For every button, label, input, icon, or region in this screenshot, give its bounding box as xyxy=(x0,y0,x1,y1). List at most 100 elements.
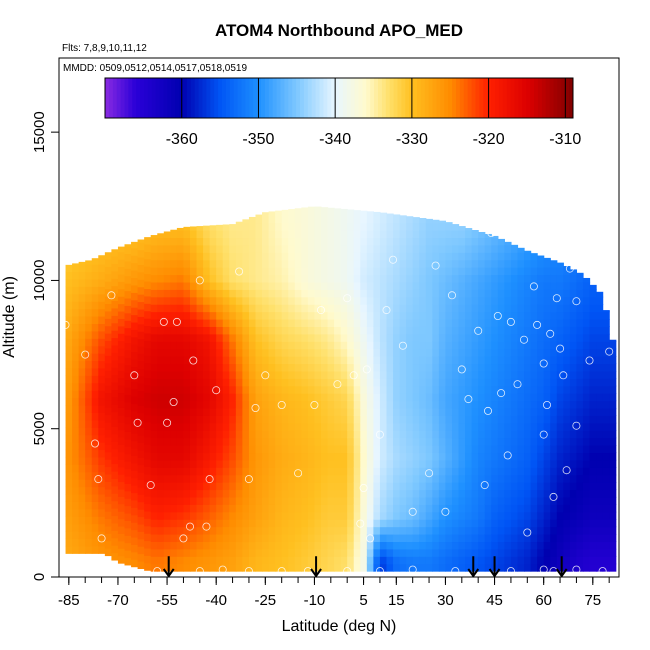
heatmap-cell-1560 xyxy=(288,422,296,431)
heatmap-cell-2412 xyxy=(399,311,407,320)
heatmap-cell-850 xyxy=(189,363,198,372)
heatmap-cell-1419 xyxy=(268,378,276,387)
heatmap-cell-435 xyxy=(131,373,139,382)
heatmap-cell-2043 xyxy=(353,504,361,513)
heatmap-cell-2128 xyxy=(360,237,368,246)
heatmap-cell-2897 xyxy=(465,259,473,268)
heatmap-cell-2778 xyxy=(451,445,460,454)
heatmap-cell-2807 xyxy=(451,230,460,239)
heatmap-cell-1576 xyxy=(288,304,296,313)
heatmap-cell-2766 xyxy=(451,534,460,543)
heatmap-cell-3362 xyxy=(537,489,545,498)
heatmap-cell-2201 xyxy=(373,422,381,431)
heatmap-cell-2259 xyxy=(379,356,388,365)
heatmap-cell-2523 xyxy=(419,556,427,565)
heatmap-cell-2782 xyxy=(451,415,460,424)
heatmap-cell-3175 xyxy=(504,244,512,253)
heatmap-cell-1550 xyxy=(288,496,296,505)
heatmap-cell-1778 xyxy=(314,274,322,283)
heatmap-cell-1534 xyxy=(281,252,289,261)
heatmap-cell-2529 xyxy=(419,511,427,520)
heatmap-cell-2454 xyxy=(406,356,414,365)
heatmap-cell-3217 xyxy=(510,267,519,276)
heatmap-cell-1946 xyxy=(340,496,348,505)
heatmap-cell-262 xyxy=(104,384,112,393)
heatmap-cell-1119 xyxy=(229,459,237,468)
x-tick-label-4: -25 xyxy=(254,592,276,609)
heatmap-cell-630 xyxy=(157,267,165,276)
heatmap-cell-2829 xyxy=(458,415,466,424)
heatmap-cell-212 xyxy=(98,449,106,458)
heatmap-cell-1930 xyxy=(334,252,342,261)
heatmap-cell-2071 xyxy=(353,296,361,305)
heatmap-cell-41 xyxy=(72,531,80,540)
heatmap-cell-1065 xyxy=(222,511,230,520)
heatmap-cell-2980 xyxy=(478,333,486,342)
heatmap-cell-1767 xyxy=(314,356,322,365)
heatmap-cell-3316 xyxy=(530,511,538,520)
heatmap-cell-460 xyxy=(137,516,145,525)
heatmap-cell-568 xyxy=(150,385,158,394)
heatmap-cell-783 xyxy=(183,511,191,520)
colorbar-segment-80 xyxy=(417,78,422,118)
heatmap-cell-3631 xyxy=(576,370,584,379)
heatmap-cell-2779 xyxy=(451,437,460,446)
x-tick-label-8: 30 xyxy=(437,592,454,609)
heatmap-cell-3324 xyxy=(530,452,538,461)
colorbar-segment-50 xyxy=(300,78,305,118)
heatmap-cell-116 xyxy=(78,271,86,280)
heatmap-cell-2827 xyxy=(458,430,466,439)
heatmap-cell-1412 xyxy=(268,430,276,439)
heatmap-cell-2025 xyxy=(347,274,355,283)
heatmap-cell-335 xyxy=(117,466,126,475)
heatmap-cell-3695 xyxy=(589,496,597,505)
heatmap-cell-505 xyxy=(144,518,152,527)
colorbar-tick-label-3: -330 xyxy=(396,131,428,148)
heatmap-cell-3287 xyxy=(524,400,532,409)
heatmap-cell-1671 xyxy=(301,326,309,335)
sample-point-3 xyxy=(94,475,103,484)
heatmap-cell-2202 xyxy=(373,415,381,424)
heatmap-cell-2536 xyxy=(419,459,427,468)
heatmap-cell-1791 xyxy=(320,548,329,557)
heatmap-cell-3755 xyxy=(596,341,604,350)
heatmap-cell-3516 xyxy=(556,296,564,305)
heatmap-cell-3099 xyxy=(497,474,505,483)
heatmap-cell-1945 xyxy=(340,504,348,513)
heatmap-cell-1125 xyxy=(229,415,237,424)
heatmap-cell-1754 xyxy=(314,452,322,461)
heatmap-cell-2420 xyxy=(399,252,407,261)
heatmap-cell-3350 xyxy=(530,259,538,268)
heatmap-cell-2008 xyxy=(347,400,355,409)
heatmap-cell-3446 xyxy=(550,504,558,513)
heatmap-cell-1932 xyxy=(334,237,342,246)
heatmap-cell-1104 xyxy=(222,224,230,231)
heatmap-cell-1060 xyxy=(222,548,230,557)
heatmap-cell-1884 xyxy=(327,230,335,239)
heatmap-cell-3165 xyxy=(504,318,512,327)
heatmap-cell-3515 xyxy=(556,304,564,313)
heatmap-cell-1025 xyxy=(216,459,224,468)
heatmap-cell-2674 xyxy=(438,504,447,513)
heatmap-cell-1802 xyxy=(320,467,329,476)
heatmap-cell-2144 xyxy=(366,482,374,491)
heatmap-cell-2646 xyxy=(432,356,440,365)
heatmap-cell-866 xyxy=(189,244,198,253)
heatmap-cell-7 xyxy=(65,493,73,502)
heatmap-cell-2081 xyxy=(353,222,361,231)
heatmap-cell-1005 xyxy=(209,259,217,268)
heatmap-cell-1640 xyxy=(301,556,309,565)
heatmap-cell-1090 xyxy=(222,326,230,335)
heatmap-cell-3169 xyxy=(504,289,512,298)
heatmap-cell-3701 xyxy=(589,452,597,461)
heatmap-cell-1211 xyxy=(242,482,250,491)
heatmap-cell-698 xyxy=(170,445,178,454)
heatmap-cell-1789 xyxy=(320,563,329,572)
heatmap-cell-583 xyxy=(150,274,158,283)
heatmap-cell-2660 xyxy=(432,252,440,261)
heatmap-cell-836 xyxy=(189,467,198,476)
heatmap-cell-2096 xyxy=(360,474,368,483)
heatmap-cell-2739 xyxy=(445,378,453,387)
heatmap-cell-1823 xyxy=(320,311,329,320)
heatmap-cell-819 xyxy=(183,244,191,253)
